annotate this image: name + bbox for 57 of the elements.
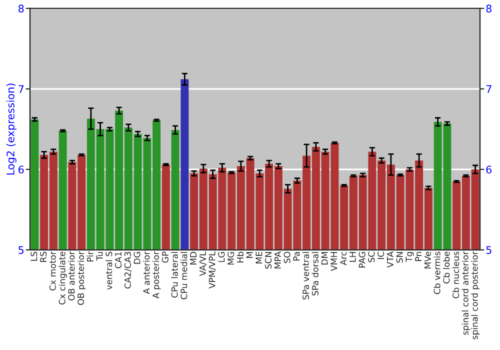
y-axis-title: Log2 (expression) xyxy=(6,84,16,175)
y2-tick-label: 7 xyxy=(486,85,492,93)
y-tick-label: 8 xyxy=(18,4,24,13)
x-tick-label: Cb nucleus xyxy=(452,252,460,298)
x-tick-label: Pa xyxy=(293,252,300,261)
x-tick-label: ME xyxy=(256,252,262,264)
y2-tick-label: 8 xyxy=(486,4,492,13)
x-tick-label: SPa ventral xyxy=(302,252,310,300)
x-tick-label: A anterior xyxy=(143,251,150,294)
x-tick-label: LG xyxy=(218,252,225,262)
x-tick-label: ventral S xyxy=(106,252,112,290)
x-tick-label: VPM/VPL xyxy=(208,251,216,289)
x-tick-label: CPu lateral xyxy=(171,252,178,298)
y2-tick-label: 6 xyxy=(486,166,492,174)
x-tick-label: Hb xyxy=(236,252,244,262)
x-tick-label: VTA xyxy=(387,251,394,268)
x-tick-label: VA/VL xyxy=(200,251,207,276)
x-tick-label: spinal cord posterior xyxy=(471,251,480,340)
y-tick-label: 6 xyxy=(18,166,24,174)
x-tick-label: OB anterior xyxy=(68,251,75,300)
x-tick-label: Tu xyxy=(96,252,103,261)
x-tick-label: spinal cord anterior xyxy=(462,251,470,335)
x-tick-label: DG xyxy=(134,252,140,264)
x-tick-label: Cb lobe xyxy=(443,252,450,284)
x-tick-label: Tg xyxy=(406,252,414,262)
x-tick-label: Cx cingulate xyxy=(58,252,67,305)
x-tick-label: SCN xyxy=(265,252,272,269)
x-tick-label: GP xyxy=(162,252,168,263)
x-tick-label: SC xyxy=(368,252,375,262)
x-tick-label: MD xyxy=(190,252,196,265)
x-tick-label: OB posterior xyxy=(77,251,86,305)
x-tick-label: PAG xyxy=(358,252,366,268)
x-tick-label: Arc xyxy=(340,252,347,266)
x-tick-label: SN xyxy=(396,252,403,263)
x-tick-label: VMH xyxy=(330,252,338,272)
y2-tick-label: 5 xyxy=(486,246,492,254)
x-tick-label: MG xyxy=(228,252,234,265)
x-tick-label: MVe xyxy=(424,252,431,268)
x-tick-label: CA1 xyxy=(115,252,122,268)
x-tick-label: Cb vermis xyxy=(434,252,440,294)
x-tick-label: MPA xyxy=(274,251,281,268)
x-tick-label: DM xyxy=(321,252,328,265)
x-tick-label: LH xyxy=(350,252,356,262)
y-tick-label: 7 xyxy=(18,85,24,93)
x-tick-label: CA2/CA3 xyxy=(124,252,132,288)
x-tick-label: Pn xyxy=(415,252,422,261)
x-tick-label: Cx motor xyxy=(49,251,56,290)
x-tick-label: IC xyxy=(378,252,384,259)
x-tick-label: M xyxy=(246,252,253,258)
x-tick-label: SPa dorsal xyxy=(312,252,318,296)
x-tick-label: SO xyxy=(284,252,290,263)
x-tick-label: RS xyxy=(40,252,47,262)
x-tick-label: A posterior xyxy=(152,251,161,298)
y-tick-label: 5 xyxy=(18,246,24,254)
x-tick-label: CPu medial xyxy=(180,252,188,300)
x-tick-label: LS xyxy=(30,252,38,261)
x-tick-label: Pir xyxy=(86,251,94,262)
